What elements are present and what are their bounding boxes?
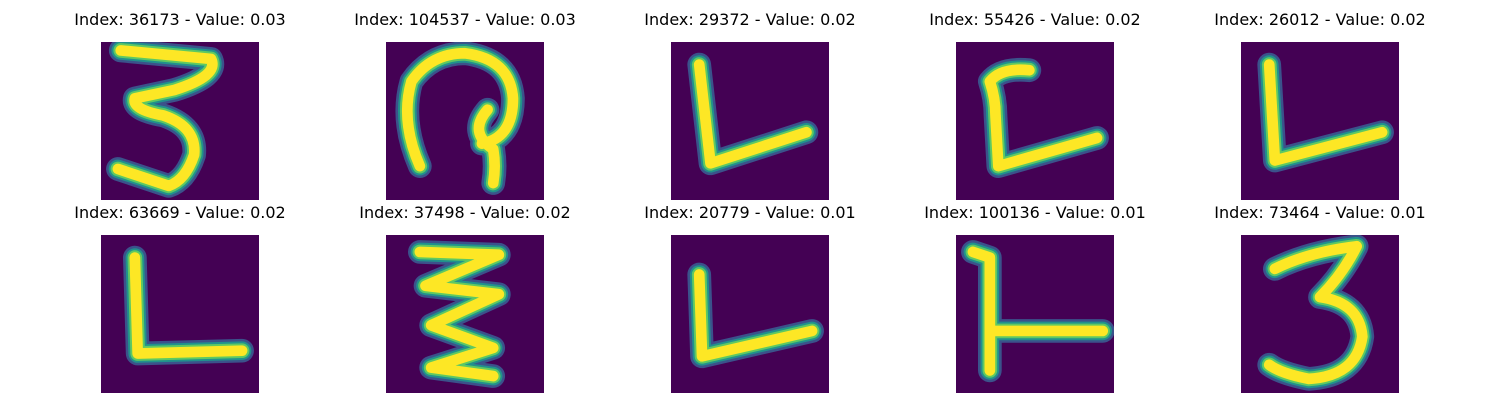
image-panel: Index: 29372 - Value: 0.02	[630, 8, 870, 200]
handwritten-glyph-image	[671, 235, 829, 393]
panel-title: Index: 55426 - Value: 0.02	[929, 10, 1141, 29]
panel-title: Index: 29372 - Value: 0.02	[644, 10, 856, 29]
image-panel: Index: 63669 - Value: 0.02	[60, 201, 300, 393]
handwritten-glyph-image	[1241, 42, 1399, 200]
image-panel: Index: 26012 - Value: 0.02	[1200, 8, 1440, 200]
handwritten-glyph-image	[1241, 235, 1399, 393]
image-panel: Index: 104537 - Value: 0.03	[345, 8, 585, 200]
glyph-stroke-core	[967, 246, 1109, 376]
image-panel: Index: 100136 - Value: 0.01	[915, 201, 1155, 393]
image-panel: Index: 37498 - Value: 0.02	[345, 201, 585, 393]
image-panel: Index: 73464 - Value: 0.01	[1200, 201, 1440, 393]
image-panel: Index: 36173 - Value: 0.03	[60, 8, 300, 200]
panel-title: Index: 63669 - Value: 0.02	[74, 203, 286, 222]
handwritten-glyph-image	[671, 42, 829, 200]
panel-title: Index: 36173 - Value: 0.03	[74, 10, 286, 29]
handwritten-glyph-image	[101, 42, 259, 200]
handwritten-glyph-image	[956, 235, 1114, 393]
glyph-stroke-core	[984, 64, 1103, 172]
panel-title: Index: 37498 - Value: 0.02	[359, 203, 571, 222]
image-panel: Index: 20779 - Value: 0.01	[630, 201, 870, 393]
handwritten-glyph-image	[956, 42, 1114, 200]
glyph-stroke-core	[401, 47, 519, 189]
glyph-stroke-core	[414, 246, 505, 382]
glyph-stroke-core	[112, 45, 218, 192]
image-panel: Index: 55426 - Value: 0.02	[915, 8, 1155, 200]
handwritten-glyph-image	[386, 235, 544, 393]
panel-title: Index: 20779 - Value: 0.01	[644, 203, 856, 222]
glyph-stroke-core	[1263, 59, 1388, 166]
glyph-stroke-core	[693, 59, 812, 169]
panel-title: Index: 73464 - Value: 0.01	[1214, 203, 1426, 222]
handwritten-glyph-image	[386, 42, 544, 200]
panel-title: Index: 100136 - Value: 0.01	[924, 203, 1146, 222]
glyph-stroke-core	[693, 269, 818, 362]
panel-title: Index: 104537 - Value: 0.03	[354, 10, 576, 29]
handwritten-glyph-image	[101, 235, 259, 393]
glyph-stroke-core	[129, 252, 248, 359]
glyph-stroke-core	[1263, 240, 1368, 385]
panel-title: Index: 26012 - Value: 0.02	[1214, 10, 1426, 29]
